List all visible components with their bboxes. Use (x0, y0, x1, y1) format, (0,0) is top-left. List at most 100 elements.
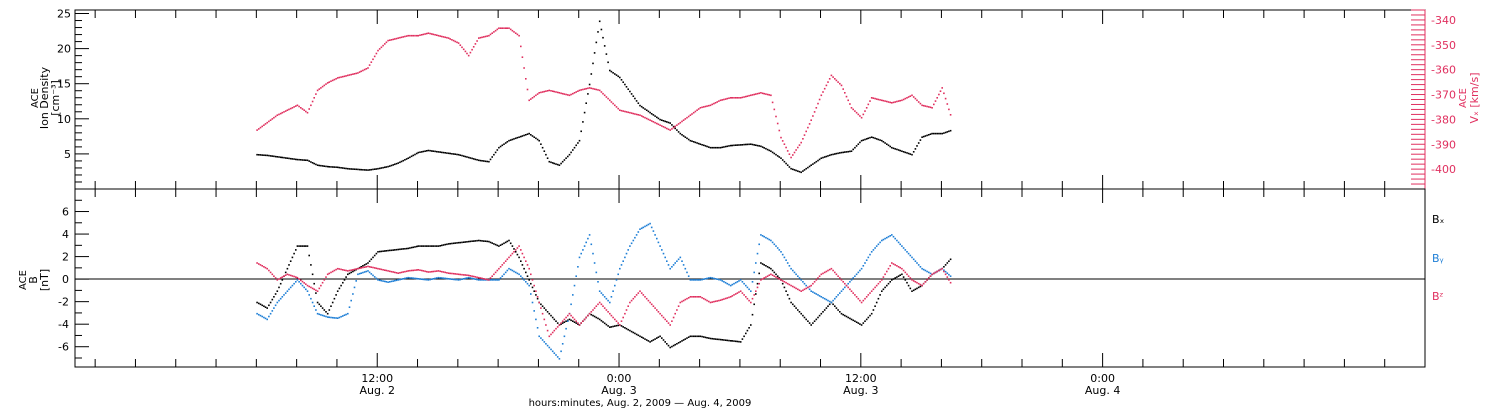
data-point (627, 249, 629, 251)
data-point (535, 318, 537, 321)
data-point (375, 277, 378, 280)
data-point (258, 263, 260, 265)
data-point (758, 92, 760, 95)
data-point (320, 314, 322, 316)
data-point (483, 160, 485, 162)
data-point (934, 271, 937, 274)
data-point (472, 278, 475, 280)
data-point (348, 269, 351, 272)
data-point (795, 149, 797, 151)
data-point (425, 32, 428, 35)
data-point (392, 164, 394, 166)
data-point (478, 239, 480, 242)
data-point (269, 155, 272, 157)
data-point (555, 354, 557, 356)
data-point (303, 159, 305, 161)
data-point (472, 158, 475, 160)
data-point (771, 101, 774, 104)
data-point (661, 125, 663, 127)
data-point (896, 265, 898, 267)
data-point (897, 149, 900, 151)
data-point (850, 318, 853, 321)
data-point (553, 352, 556, 354)
data-point (399, 278, 401, 281)
data-point (662, 120, 665, 122)
data-point (817, 277, 819, 279)
data-point (452, 153, 455, 155)
data-point (367, 265, 369, 268)
data-point (331, 301, 334, 304)
data-point (704, 278, 707, 280)
data-point (776, 277, 779, 279)
data-point (765, 236, 767, 239)
data-point (943, 266, 945, 268)
data-point (394, 163, 396, 166)
data-point (832, 153, 834, 156)
data-point (924, 135, 927, 137)
data-point (313, 288, 315, 291)
data-point (444, 36, 446, 39)
data-point (432, 270, 435, 273)
data-point (677, 305, 680, 307)
data-point (509, 254, 512, 257)
data-point (382, 166, 384, 169)
data-point (288, 264, 290, 266)
data-point (437, 270, 440, 272)
data-point (570, 303, 572, 306)
data-point (904, 97, 907, 100)
data-point (261, 265, 263, 267)
data-point (706, 337, 708, 339)
data-point (865, 138, 868, 140)
data-point (894, 237, 896, 240)
bottom-left-tick-label: 0 (62, 273, 69, 286)
data-point (837, 81, 839, 83)
data-point (301, 108, 304, 110)
data-point (479, 36, 482, 39)
bottom-left-tick-label: 2 (62, 251, 69, 264)
data-point (882, 99, 885, 102)
data-point (560, 350, 562, 353)
data-point (518, 256, 520, 259)
data-point (256, 129, 258, 131)
data-point (768, 266, 771, 269)
data-point (679, 341, 682, 343)
top-right-tick-label: -400 (1431, 163, 1456, 176)
data-point (353, 168, 356, 170)
data-point (342, 281, 344, 284)
data-point (488, 279, 490, 281)
data-point (419, 151, 421, 153)
data-point (919, 102, 922, 105)
data-point (409, 277, 411, 279)
data-point (434, 277, 436, 280)
data-point (288, 157, 290, 160)
data-point (362, 266, 364, 269)
data-point (755, 144, 757, 146)
data-point (706, 145, 708, 148)
data-point (657, 117, 660, 120)
data-point (862, 265, 865, 267)
data-point (486, 240, 488, 243)
data-point (733, 144, 735, 147)
data-point (301, 284, 304, 287)
data-point (786, 164, 789, 166)
data-point (738, 340, 740, 343)
data-point (499, 27, 502, 29)
data-point (741, 281, 744, 283)
data-point (397, 37, 399, 39)
data-point (699, 279, 702, 281)
data-point (904, 151, 907, 154)
data-point (870, 290, 873, 292)
data-point (298, 281, 300, 283)
data-point (679, 121, 682, 124)
data-point (503, 27, 505, 29)
data-point (798, 277, 801, 279)
data-point (887, 101, 890, 103)
data-point (469, 275, 472, 277)
data-point (748, 288, 750, 291)
data-point (886, 284, 888, 287)
data-point (558, 324, 561, 326)
data-point (624, 83, 626, 86)
data-point (736, 281, 739, 283)
data-point (417, 278, 420, 280)
data-point (496, 269, 499, 272)
